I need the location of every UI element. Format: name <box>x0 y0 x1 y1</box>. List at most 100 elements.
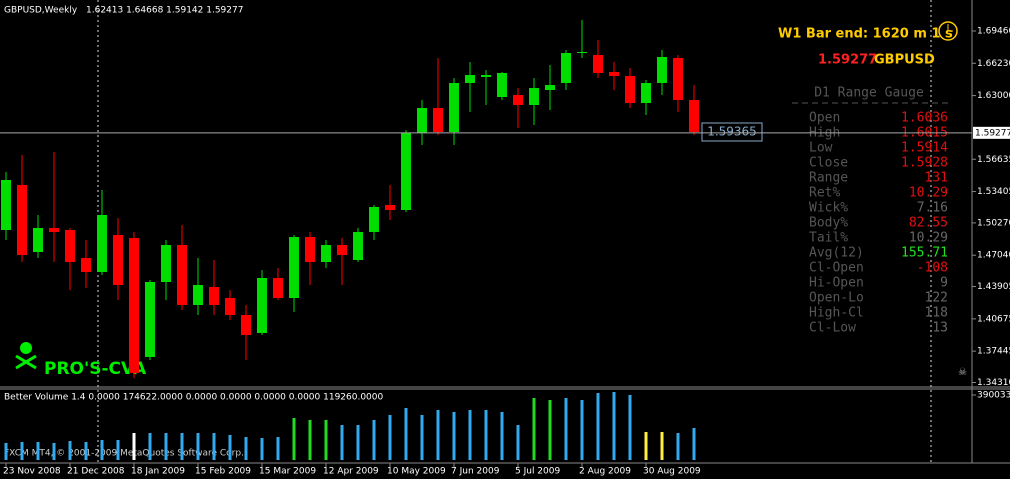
volume-bar <box>452 412 456 460</box>
volume-bar <box>180 433 184 460</box>
volume-bar <box>548 400 552 460</box>
candle-body <box>81 258 91 272</box>
gauge-label: High-Cl <box>809 306 864 321</box>
volume-bar <box>36 442 40 460</box>
candle-body <box>593 55 603 73</box>
volume-bar <box>420 415 424 460</box>
candle-body <box>625 76 635 103</box>
x-tick-label: 12 Apr 2009 <box>323 467 379 477</box>
volume-bar <box>372 420 376 460</box>
gauge-label: Ret% <box>809 186 840 201</box>
gauge-label: Avg(12) <box>809 246 864 261</box>
skull-icon <box>15 342 37 370</box>
crosshair-box <box>701 122 763 142</box>
x-tick-label: 15 Mar 2009 <box>259 467 316 477</box>
candle-body <box>545 85 555 90</box>
y-tick-label: 1.34310 <box>977 378 1010 388</box>
gauge-label: Tail% <box>809 231 848 246</box>
volume-bar <box>52 443 56 460</box>
gauge-value: -108 <box>917 261 948 276</box>
candle-body <box>609 72 619 76</box>
gauge-value: 9 <box>940 276 948 291</box>
y-tick-label: 1.69460 <box>977 27 1010 37</box>
x-tick-label: 2 Aug 2009 <box>579 467 631 477</box>
volume-bar <box>340 425 344 460</box>
gauge-value: 82.55 <box>909 216 948 231</box>
pair: GBPUSD <box>874 53 935 68</box>
gauge-value: 10.29 <box>909 186 948 201</box>
candle-body <box>145 282 155 357</box>
candle-body <box>561 53 571 83</box>
volume-bar <box>276 437 280 460</box>
crosshair-value: 1.59365 <box>707 125 757 139</box>
price: 1.59277 <box>818 53 877 68</box>
candle-body <box>529 88 539 105</box>
gauge-value: 1.5914 <box>901 141 948 156</box>
x-tick-label: 15 Feb 2009 <box>195 467 251 477</box>
volume-bar <box>628 395 632 460</box>
candle-body <box>417 108 427 133</box>
candle-body <box>17 185 27 255</box>
candle-body <box>657 57 667 83</box>
x-tick-label: 21 Dec 2008 <box>67 467 125 477</box>
candle-body <box>385 205 395 210</box>
volume-bar <box>324 420 328 460</box>
candle-body <box>65 230 75 262</box>
volume-bar <box>244 437 248 460</box>
y-tick-label: 1.40675 <box>977 314 1010 324</box>
x-tick-label: 18 Jan 2009 <box>131 467 185 477</box>
gauge-label: Cl-Low <box>809 321 856 336</box>
clock-icon <box>938 21 958 41</box>
gauge-label: Wick% <box>809 201 848 216</box>
volume-bar <box>132 433 136 460</box>
candle-body <box>225 298 235 315</box>
candle-body <box>353 232 363 260</box>
volume-bar <box>404 408 408 460</box>
candle-body <box>401 133 411 210</box>
gauge-value: 13 <box>932 321 948 336</box>
gauge-title: D1 Range Gauge <box>814 86 924 101</box>
bar-end: W1 Bar end: 1620 m 1 s <box>778 27 953 42</box>
volume-bar <box>436 410 440 460</box>
current-price-tag <box>973 126 1010 139</box>
candle-body <box>257 278 267 333</box>
gauge-value: 155.71 <box>901 246 948 261</box>
gauge-value: 10.29 <box>909 231 948 246</box>
y-tick-label: 1.53405 <box>977 187 1010 197</box>
candle-body <box>449 83 459 132</box>
volume-bar <box>596 393 600 460</box>
volume-bar <box>292 418 296 460</box>
volume-bar <box>676 433 680 460</box>
symbol: GBPUSD,Weekly <box>4 6 78 16</box>
x-tick-label: 7 Jun 2009 <box>451 467 500 477</box>
gauge-value: 118 <box>925 306 948 321</box>
volume-bar <box>564 398 568 460</box>
y-tick-label: 1.43905 <box>977 282 1010 292</box>
y-tick-label: 1.56635 <box>977 155 1010 165</box>
gauge-label: Open-Lo <box>809 291 864 306</box>
candle-body <box>129 238 139 373</box>
volume-bar <box>84 442 88 460</box>
candle-body <box>209 287 219 305</box>
y-tick-label: 1.37445 <box>977 347 1010 357</box>
volume-bar <box>516 425 520 460</box>
candle-body <box>369 207 379 232</box>
volume-bar <box>580 400 584 460</box>
volume-bar <box>532 398 536 460</box>
x-tick-label: 30 Aug 2009 <box>643 467 701 477</box>
panel-title: Better Volume 1.4 0.0000 174622.0000 0.0… <box>4 393 384 403</box>
y-tick-label: 1.66230 <box>977 59 1010 69</box>
x-tick-label: 5 Jul 2009 <box>515 467 560 477</box>
gauge-label: Close <box>809 156 848 171</box>
candle-body <box>1 180 11 230</box>
y-tick-label: 1.63000 <box>977 91 1010 101</box>
y-tick-label: 1.47040 <box>977 251 1010 261</box>
x-tick-label: 10 May 2009 <box>387 467 446 477</box>
volume-bar <box>4 443 8 460</box>
volume-bar <box>100 440 104 460</box>
candle-body <box>177 245 187 305</box>
y-tick-label: 1.50270 <box>977 218 1010 228</box>
candle-body <box>497 73 507 97</box>
volume-bar <box>388 415 392 460</box>
